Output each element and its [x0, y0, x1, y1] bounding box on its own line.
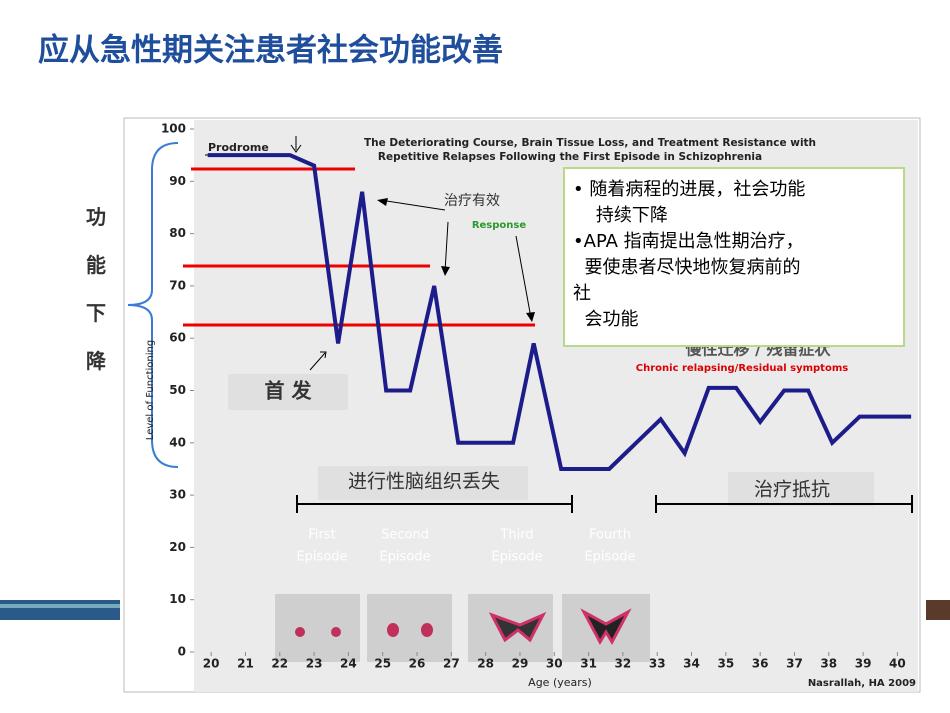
bullet-text: 持续下降	[573, 203, 895, 229]
data-line	[207, 153, 912, 471]
slide-title: 应从急性期关注患者社会功能改善	[38, 33, 503, 69]
bracket	[296, 495, 913, 513]
brain-images	[275, 594, 650, 662]
bullet-line: 要使患者尽快地恢复病前的	[584, 257, 801, 278]
bullet-text: • 随着病程的进展，社会功能	[573, 179, 806, 200]
decor-strip	[0, 604, 120, 608]
y-tick-label: 60	[169, 331, 186, 345]
side-label-char: 功	[86, 205, 106, 229]
y-tick-label: 0	[178, 645, 186, 659]
annotation: Response	[472, 220, 527, 231]
x-tick-label: 28	[477, 657, 494, 671]
y-tick-label: 90	[169, 174, 186, 188]
arrow	[309, 351, 327, 371]
y-tick-label: 10	[169, 592, 186, 606]
chart-title: The Deteriorating Course, Brain Tissue L…	[364, 137, 816, 149]
bullet-line: 会功能	[584, 309, 639, 330]
brain-lesion	[295, 627, 305, 637]
annotation: Chronic relapsing/Residual symptoms	[636, 363, 848, 374]
bullet-line: 持续下降	[595, 205, 668, 226]
chart-title: Repetitive Relapses Following the First …	[378, 151, 762, 163]
bullet-line: 随着病程的进展，社会功能	[589, 179, 806, 200]
x-tick-label: 37	[786, 657, 803, 671]
y-tick-label: 70	[169, 278, 186, 292]
x-tick-label: 36	[752, 657, 769, 671]
x-tick-label: 32	[615, 657, 632, 671]
y-tick-label: 40	[169, 435, 186, 449]
x-tick-label: 27	[443, 657, 460, 671]
x-tick-label: 33	[649, 657, 666, 671]
episode-label: Episode	[584, 550, 635, 565]
x-tick-label: 31	[580, 657, 597, 671]
episode-label: Episode	[296, 550, 347, 565]
side-label: 功能下降	[86, 205, 107, 373]
x-tick-label: 35	[717, 657, 734, 671]
side-label-char: 降	[86, 349, 107, 373]
annotation: Prodrome	[208, 141, 269, 154]
bullet-text: 会功能	[573, 307, 895, 333]
bullet-line: APA 指南提出急性期治疗，	[583, 231, 804, 252]
brain-lesion	[387, 623, 399, 637]
bullet-line: 社	[573, 283, 591, 304]
brain-lesion	[421, 623, 433, 637]
y-tick-label: 50	[169, 383, 186, 397]
episode-label: First	[308, 528, 335, 543]
y-tick-label: 80	[169, 226, 186, 240]
x-tick-label: 24	[340, 657, 357, 671]
arrow	[290, 136, 302, 153]
x-tick-label: 22	[271, 657, 288, 671]
label-bg	[318, 466, 528, 500]
y-tick-label: 20	[169, 540, 186, 554]
annotation: 治疗抵抗	[754, 479, 830, 501]
x-tick-label: 26	[409, 657, 426, 671]
y-tick-label: 30	[169, 488, 186, 502]
arrow	[379, 199, 532, 319]
episode-label: Episode	[379, 550, 430, 565]
x-axis-label: Age (years)	[528, 676, 592, 689]
annotation: 进行性脑组织丢失	[348, 471, 500, 493]
x-tick-label: 39	[855, 657, 872, 671]
side-label-char: 能	[86, 253, 106, 277]
label-bg	[728, 472, 874, 506]
brain-lesion	[331, 627, 341, 637]
x-tick-label: 40	[889, 657, 906, 671]
y-tick-label: 100	[161, 122, 186, 136]
source: Nasrallah, HA 2009	[808, 678, 916, 689]
x-tick-label: 38	[820, 657, 837, 671]
x-tick-label: 30	[546, 657, 563, 671]
x-tick-label: 25	[374, 657, 391, 671]
bullet-text: 要使患者尽快地恢复病前的	[573, 255, 895, 281]
bullet-box: • 随着病程的进展，社会功能 持续下降 •APA 指南提出急性期治疗， 要使患者…	[563, 167, 905, 347]
label-bg	[228, 374, 348, 410]
bullet-text: 社	[573, 281, 895, 307]
annotation: 治疗有效	[444, 193, 500, 209]
brain-lesion	[580, 608, 632, 646]
episode-label: Third	[499, 528, 533, 543]
brace	[127, 142, 179, 468]
annotation: 首 发	[265, 379, 313, 403]
x-tick-label: 20	[203, 657, 220, 671]
x-tick-label: 23	[306, 657, 323, 671]
side-label-char: 下	[86, 301, 106, 325]
episode-label: Episode	[491, 550, 542, 565]
brain-image	[367, 594, 452, 662]
y-axis-label: Level of Functioning	[145, 340, 156, 440]
episode-label: Fourth	[589, 528, 631, 543]
episode-label: Second	[381, 528, 429, 543]
bullet-text: •APA 指南提出急性期治疗，	[573, 231, 804, 252]
brain-image	[275, 594, 360, 662]
decor-strip	[926, 600, 950, 620]
brain-lesion	[488, 611, 547, 643]
x-tick-label: 34	[683, 657, 700, 671]
decor-strip	[0, 600, 120, 620]
x-tick-label: 21	[237, 657, 254, 671]
x-tick-label: 29	[512, 657, 529, 671]
